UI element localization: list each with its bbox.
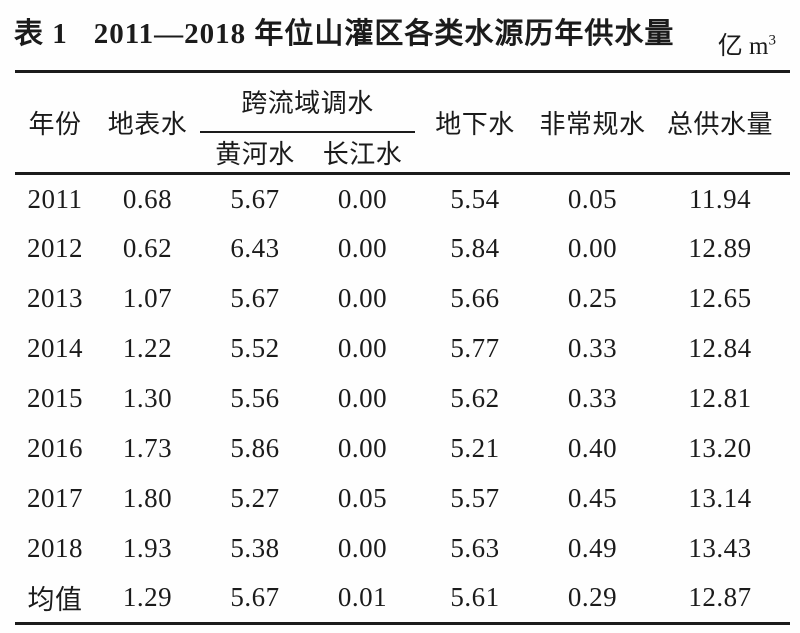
row-label: 均值	[27, 585, 83, 616]
data-cell: 12.81	[688, 383, 752, 413]
table-row: 2016 1.73 5.86 0.00 5.21 0.40 13.20	[15, 424, 790, 474]
water-supply-table: 年份 地表水 跨流域调水 地下水 非常规水 总供水量 黄河水 长江水 2011 0…	[15, 70, 791, 625]
data-cell: 12.84	[688, 333, 752, 363]
data-cell: 12.65	[688, 283, 752, 313]
data-cell: 11.94	[688, 183, 752, 214]
data-cell: 13.43	[688, 533, 752, 563]
table-row: 2013 1.07 5.67 0.00 5.66 0.25 12.65	[15, 274, 790, 324]
data-cell: 0.00	[337, 533, 388, 563]
data-cell: 13.14	[688, 483, 752, 513]
table-body: 2011 0.68 5.67 0.00 5.54 0.05 11.94 2012 0.62 6.4…	[15, 174, 790, 624]
data-cell: 1.07	[122, 283, 173, 313]
data-cell: 5.54	[450, 183, 500, 214]
data-cell: 0.25	[567, 283, 618, 313]
unit-label: 亿 m3	[718, 32, 776, 62]
data-cell: 5.62	[450, 383, 500, 413]
col-group-header-transbasin: 跨流域调水	[200, 71, 416, 133]
data-cell: 13.20	[688, 433, 752, 463]
data-cell: 0.45	[567, 483, 618, 513]
row-label: 2011	[27, 183, 83, 214]
row-label: 2013	[27, 283, 83, 313]
data-cell: 0.00	[337, 383, 388, 413]
data-cell: 0.68	[122, 183, 173, 214]
data-cell: 1.93	[122, 533, 173, 563]
col-header-total-supply: 总供水量	[667, 110, 774, 139]
data-cell: 5.66	[450, 283, 500, 313]
table-header: 年份 地表水 跨流域调水 地下水 非常规水 总供水量 黄河水 长江水	[15, 71, 791, 174]
data-cell: 1.80	[122, 483, 173, 513]
row-label: 2012	[27, 233, 83, 263]
col-header-groundwater: 地下水	[435, 110, 515, 139]
data-cell: 5.86	[230, 433, 280, 463]
data-cell: 0.49	[567, 533, 618, 563]
data-cell: 5.67	[230, 582, 280, 613]
data-cell: 0.40	[567, 433, 618, 463]
data-cell: 0.00	[337, 183, 388, 214]
table-row: 2015 1.30 5.56 0.00 5.62 0.33 12.81	[15, 374, 790, 424]
data-cell: 5.27	[230, 483, 280, 513]
table-title: 2011—2018 年位山灌区各类水源历年供水量	[93, 18, 675, 50]
data-cell: 0.33	[567, 333, 618, 363]
data-cell: 1.29	[122, 582, 173, 613]
row-label: 2014	[27, 333, 83, 363]
col-header-surface-water: 地表水	[107, 110, 188, 139]
row-label: 2018	[27, 533, 83, 563]
data-cell: 5.38	[230, 533, 280, 563]
data-cell: 0.00	[337, 433, 388, 463]
table-caption: 表 1 2011—2018 年位山灌区各类水源历年供水量	[14, 14, 714, 54]
table-number-label: 表 1	[14, 18, 68, 50]
data-cell: 5.56	[230, 383, 280, 413]
data-cell: 5.61	[450, 582, 500, 613]
data-cell: 6.43	[230, 233, 280, 263]
row-label: 2017	[27, 483, 83, 513]
data-cell: 0.33	[567, 383, 618, 413]
data-cell: 0.00	[337, 233, 388, 263]
unit-base: 亿 m	[717, 33, 769, 60]
col-header-year: 年份	[28, 110, 82, 139]
data-cell: 5.52	[230, 333, 280, 363]
table-row: 2017 1.80 5.27 0.05 5.57 0.45 13.14	[15, 474, 790, 524]
data-cell: 5.67	[230, 283, 280, 313]
data-cell: 5.63	[450, 533, 500, 563]
data-cell: 0.00	[337, 283, 388, 313]
data-cell: 0.01	[337, 582, 388, 613]
data-cell: 0.00	[337, 333, 388, 363]
data-cell: 1.30	[122, 383, 173, 413]
data-cell: 1.73	[122, 433, 173, 463]
col-header-yellow-river: 黄河水	[215, 139, 295, 169]
col-header-yangtze-river: 长江水	[322, 139, 403, 169]
data-cell: 0.05	[567, 183, 618, 214]
data-cell: 1.22	[122, 333, 173, 363]
table-row: 2018 1.93 5.38 0.00 5.63 0.49 13.43	[15, 524, 790, 574]
data-cell: 5.67	[230, 183, 280, 214]
data-cell: 0.00	[567, 233, 618, 263]
table-row: 2011 0.68 5.67 0.00 5.54 0.05 11.94	[15, 174, 790, 224]
data-cell: 5.57	[450, 483, 500, 513]
data-cell: 0.05	[337, 483, 388, 513]
data-cell: 5.21	[450, 433, 500, 463]
data-cell: 12.87	[688, 582, 752, 613]
data-cell: 0.29	[567, 582, 618, 613]
data-cell: 5.84	[450, 233, 500, 263]
row-label: 2016	[27, 433, 83, 463]
col-header-unconventional: 非常规水	[539, 110, 646, 139]
data-cell: 12.89	[688, 233, 752, 263]
data-cell: 5.77	[450, 333, 500, 363]
data-cell: 0.62	[122, 233, 173, 263]
unit-exponent: 3	[768, 32, 777, 49]
table-row: 2014 1.22 5.52 0.00 5.77 0.33 12.84	[15, 324, 790, 374]
table-row: 均值 1.29 5.67 0.01 5.61 0.29 12.87	[15, 574, 790, 624]
table-row: 2012 0.62 6.43 0.00 5.84 0.00 12.89	[15, 224, 790, 274]
row-label: 2015	[27, 383, 83, 413]
